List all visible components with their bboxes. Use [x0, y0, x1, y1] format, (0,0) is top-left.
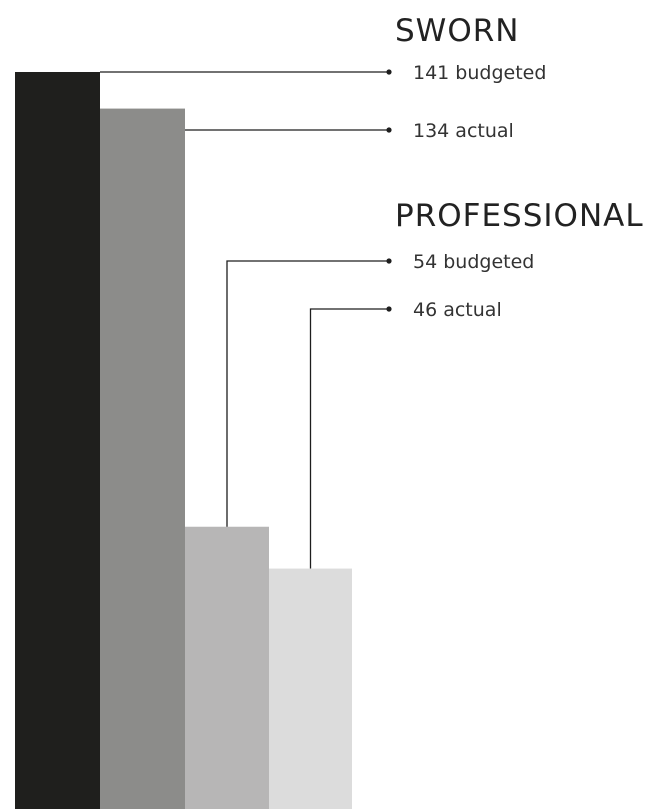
group-title-professional: PROFESSIONAL — [395, 198, 644, 234]
leader-line-professional-actual — [309, 308, 389, 569]
group-title-sworn: SWORN — [395, 13, 519, 49]
leader-dot-professional-budgeted — [386, 258, 392, 264]
bar-label-sworn-budgeted: 141 budgeted — [413, 62, 546, 84]
leader-dot-professional-actual — [386, 306, 392, 312]
bar-label-professional-budgeted: 54 budgeted — [413, 251, 534, 273]
leader-dot-sworn-actual — [386, 127, 392, 133]
bar-professional-actual — [269, 568, 352, 809]
bar-sworn-budgeted — [15, 72, 100, 809]
bar-sworn-actual — [100, 108, 185, 809]
bar-label-professional-actual: 46 actual — [413, 299, 502, 321]
bars — [15, 72, 352, 809]
leader-line-professional-budgeted — [226, 260, 389, 527]
leader-lines — [100, 69, 392, 569]
bar-label-sworn-actual: 134 actual — [413, 120, 514, 142]
annotation-labels: 141 budgeted 134 actual 54 budgeted 46 actu… — [413, 62, 546, 321]
leader-dot-sworn-budgeted — [386, 69, 392, 75]
bar-professional-budgeted — [185, 526, 269, 809]
